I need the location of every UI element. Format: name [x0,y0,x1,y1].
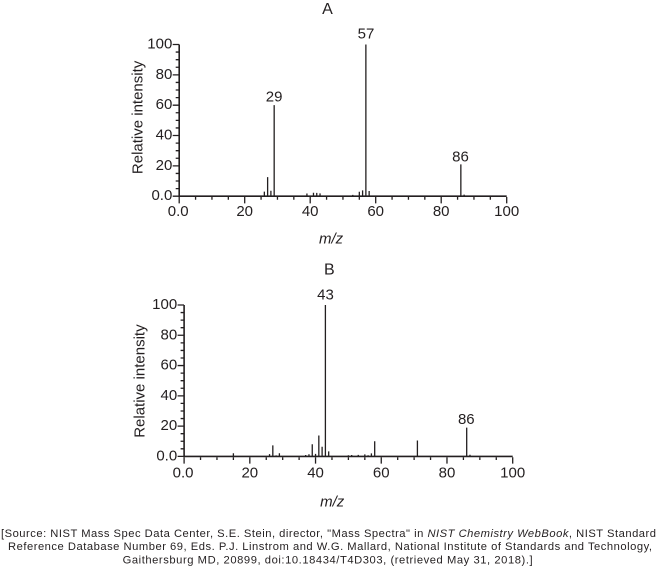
svg-text:0.0: 0.0 [151,187,172,204]
svg-text:20: 20 [236,203,253,220]
svg-text:60: 60 [367,203,384,220]
svg-text:m/z: m/z [319,230,344,247]
svg-text:40: 40 [161,387,178,404]
svg-text:80: 80 [433,203,450,220]
svg-text:80: 80 [439,465,456,482]
svg-text:A: A [322,1,333,18]
svg-text:Relative intensity: Relative intensity [132,324,149,438]
svg-text:60: 60 [373,465,390,482]
svg-text:20: 20 [156,157,173,174]
svg-text:80: 80 [156,66,173,83]
svg-text:60: 60 [156,96,173,113]
svg-text:0.0: 0.0 [168,203,189,220]
svg-text:[Source: NIST Mass Spec Data C: [Source: NIST Mass Spec Data Center, S.E… [1,528,656,540]
svg-text:40: 40 [307,465,324,482]
svg-text:100: 100 [494,203,519,220]
svg-text:29: 29 [266,88,283,105]
svg-text:43: 43 [317,286,334,303]
svg-text:60: 60 [161,357,178,374]
svg-text:86: 86 [452,149,469,166]
svg-text:40: 40 [156,127,173,144]
svg-text:86: 86 [458,411,475,428]
svg-text:0.0: 0.0 [173,465,194,482]
svg-text:Gaithersburg MD, 20899, doi:10: Gaithersburg MD, 20899, doi:10.18434/T4D… [123,555,533,567]
svg-text:40: 40 [302,203,319,220]
svg-text:100: 100 [500,465,525,482]
svg-text:B: B [324,261,335,278]
svg-text:80: 80 [161,326,178,343]
svg-text:0.0: 0.0 [156,447,177,464]
svg-text:Relative intensity: Relative intensity [130,60,147,174]
svg-text:100: 100 [147,36,172,53]
svg-text:100: 100 [152,296,177,313]
svg-text:20: 20 [241,465,258,482]
svg-text:Reference Database Number 69,: Reference Database Number 69, Eds. P.J. … [8,541,652,553]
svg-text:20: 20 [161,417,178,434]
svg-text:m/z: m/z [320,493,345,510]
svg-text:57: 57 [358,25,375,42]
